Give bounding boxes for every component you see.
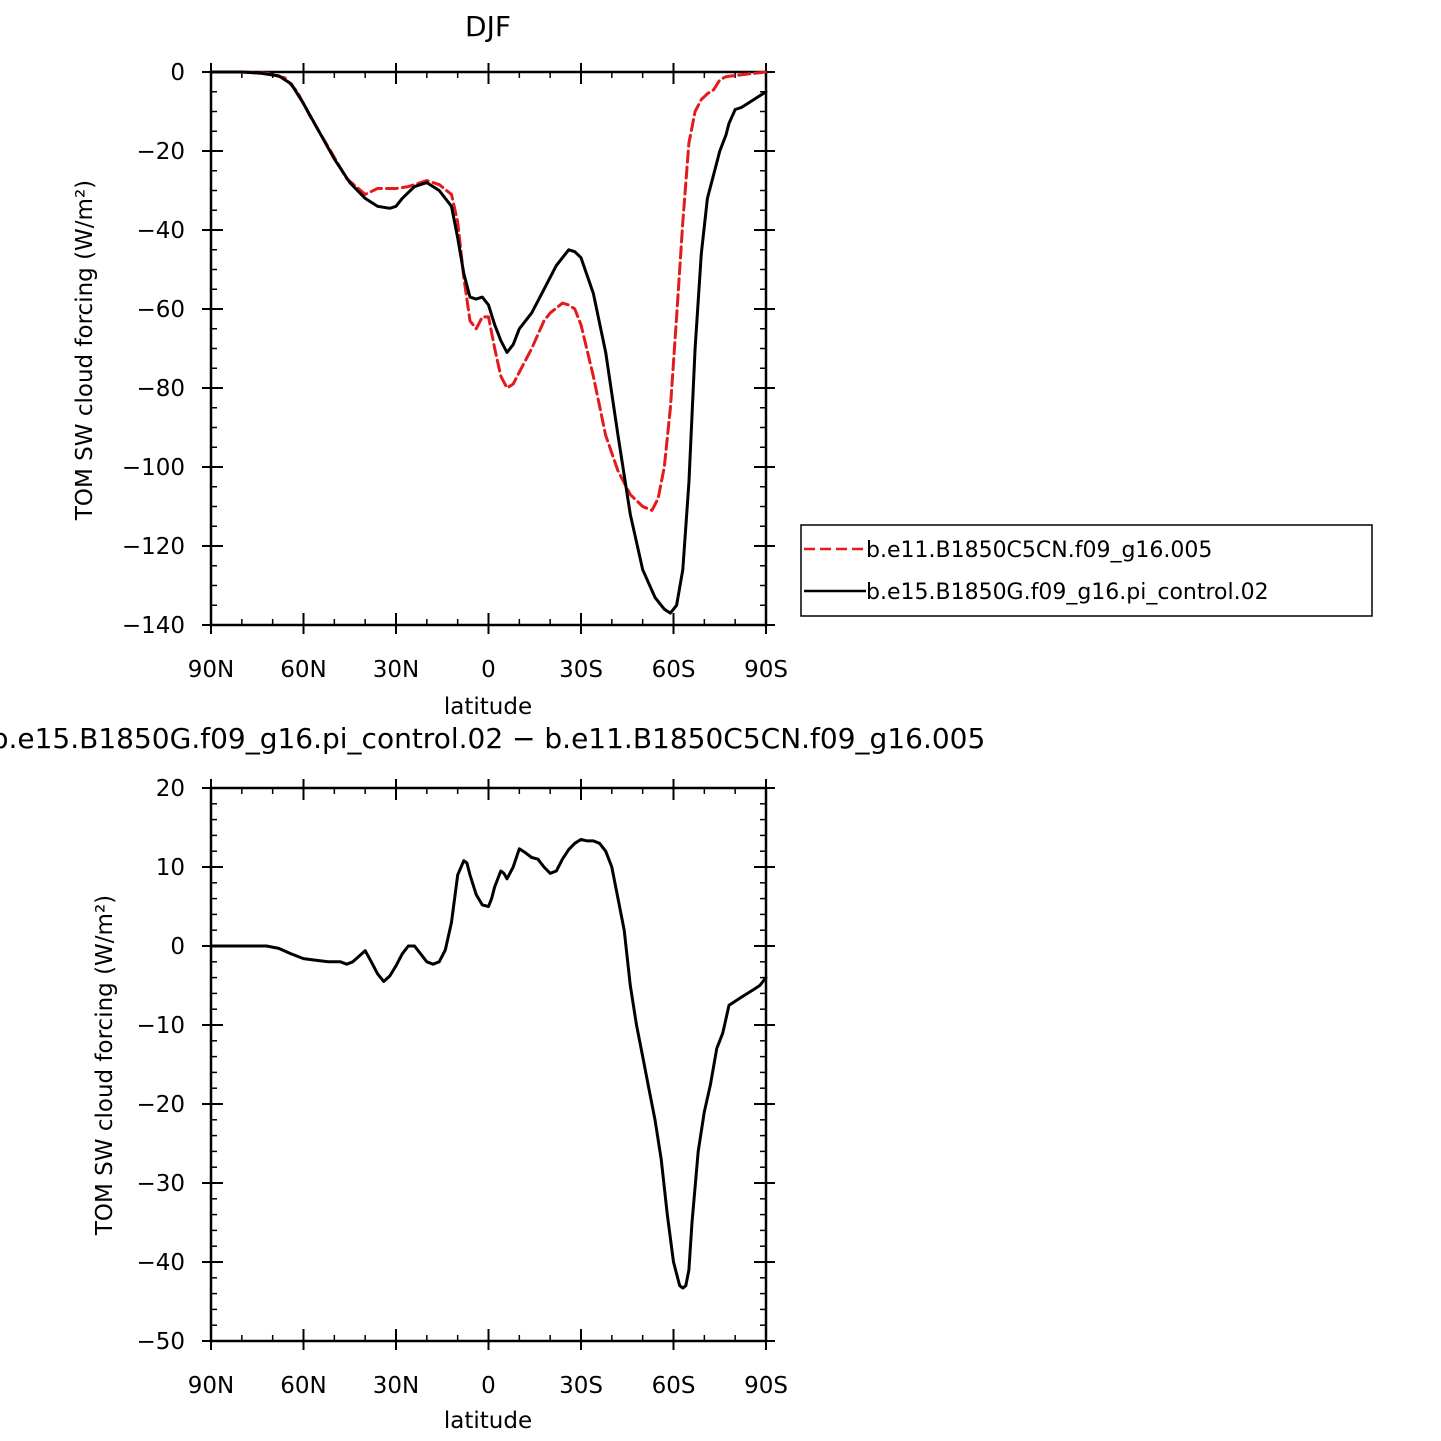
x-tick-label: 90N (188, 657, 234, 683)
legend-label: b.e11.B1850C5CN.f09_g16.005 (866, 538, 1212, 563)
panel-top: DJF 90N 60N 30N 0 30S 60S 90S 0 −20 −40 −60 −80 −10… (72, 10, 1373, 720)
y-tick-labels: 20 10 0 −10 −20 −30 −40 −50 (136, 776, 185, 1355)
y-tick-label: 10 (156, 855, 185, 881)
x-tick-label: 30N (373, 1373, 419, 1399)
x-tick-label: 60N (280, 1373, 326, 1399)
x-tick-label: 60S (652, 657, 696, 683)
legend: b.e11.B1850C5CN.f09_g16.005 b.e15.B1850G… (800, 524, 1373, 617)
x-tick-labels: 90N 60N 30N 0 30S 60S 90S (188, 1373, 788, 1399)
x-tick-label: 0 (481, 657, 496, 683)
series-lines (209, 837, 768, 1290)
y-tick-label: −80 (136, 376, 185, 402)
x-axis-label: latitude (444, 694, 532, 720)
y-tick-label: −20 (136, 1092, 185, 1118)
y-tick-label: −30 (136, 1171, 185, 1197)
y-tick-label: −60 (136, 297, 185, 323)
plot-frame (209, 70, 768, 627)
y-tick-label: 0 (170, 60, 185, 86)
y-tick-label: 20 (156, 776, 185, 802)
y-tick-labels: 0 −20 −40 −60 −80 −100 −120 −140 (122, 60, 185, 639)
x-axis-label: latitude (444, 1408, 532, 1434)
y-tick-label: −40 (136, 1250, 185, 1276)
plot-frame (209, 786, 768, 1343)
x-tick-label: 90N (188, 1373, 234, 1399)
x-tick-label: 0 (481, 1373, 496, 1399)
y-tick-label: 0 (170, 934, 185, 960)
y-tick-label: −140 (122, 613, 185, 639)
x-tick-label: 90S (744, 1373, 788, 1399)
legend-box (800, 524, 1373, 617)
y-axis-label: TOM SW cloud forcing (W/m²) (72, 180, 98, 521)
y-tick-label: −120 (122, 534, 185, 560)
x-tick-label: 30S (559, 657, 603, 683)
tick-marks (202, 779, 775, 1350)
x-tick-label: 30N (373, 657, 419, 683)
x-tick-label: 60N (280, 657, 326, 683)
legend-label: b.e15.B1850G.f09_g16.pi_control.02 (866, 580, 1269, 605)
x-tick-label: 30S (559, 1373, 603, 1399)
series-line-1 (209, 70, 768, 512)
y-axis-label: TOM SW cloud forcing (W/m²) (92, 895, 118, 1236)
y-tick-label: −40 (136, 218, 185, 244)
series-lines (209, 70, 768, 615)
chart-title: DJF (465, 10, 511, 43)
series-line-1 (209, 837, 768, 1290)
x-tick-labels: 90N 60N 30N 0 30S 60S 90S (188, 657, 788, 683)
series-line-2 (209, 70, 768, 615)
y-tick-label: −50 (136, 1329, 185, 1355)
y-tick-label: −100 (122, 455, 185, 481)
x-tick-label: 90S (744, 657, 788, 683)
panel-bottom: b.e15.B1850G.f09_g16.pi_control.02 − b.e… (0, 722, 985, 1434)
chart-title: b.e15.B1850G.f09_g16.pi_control.02 − b.e… (0, 722, 985, 755)
x-tick-label: 60S (652, 1373, 696, 1399)
y-tick-label: −10 (136, 1013, 185, 1039)
tick-marks (202, 63, 775, 634)
y-tick-label: −20 (136, 139, 185, 165)
